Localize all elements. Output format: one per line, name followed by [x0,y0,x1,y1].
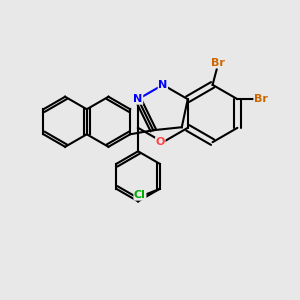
Text: Cl: Cl [134,190,146,200]
Text: N: N [158,80,167,90]
Text: Br: Br [254,94,268,104]
Text: Br: Br [211,58,225,68]
Text: N: N [134,94,143,104]
Text: O: O [156,137,165,147]
